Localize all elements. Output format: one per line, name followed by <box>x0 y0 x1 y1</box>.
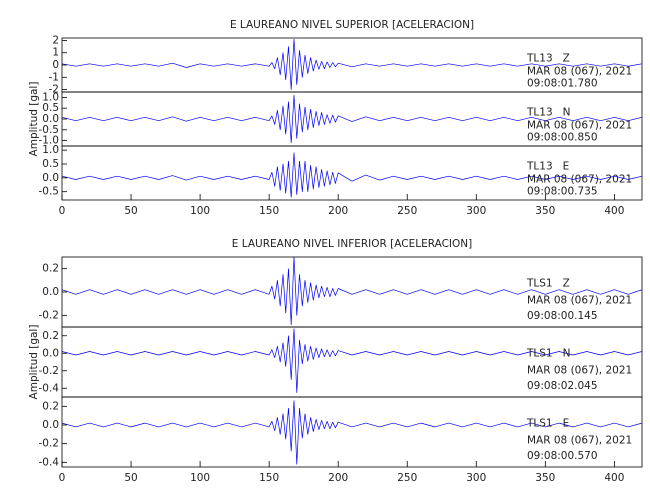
waveform <box>62 328 642 393</box>
subplot-frame <box>61 145 643 201</box>
x-tick-label: 400 <box>604 205 624 217</box>
waveform <box>62 94 642 144</box>
y-tick-label: 0.5 <box>42 158 59 170</box>
x-tick-label: 350 <box>535 205 555 217</box>
trace-date: MAR 08 (067), 2021 <box>527 364 632 376</box>
x-tick-label: 0 <box>59 472 66 484</box>
x-tick-label: 250 <box>397 472 417 484</box>
y-tick-label: 0.0 <box>42 286 59 298</box>
panel-title: E LAUREANO NIVEL SUPERIOR [ACELERACION] <box>230 19 474 31</box>
x-tick-label: 100 <box>190 472 210 484</box>
y-tick-label: 1.0 <box>42 144 59 156</box>
x-tick-label: 300 <box>466 205 486 217</box>
x-tick-label: 100 <box>190 205 210 217</box>
y-tick-label: 0.2 <box>42 263 59 275</box>
y-tick-label: -1 <box>49 71 59 83</box>
trace-station: TL13 E <box>526 161 569 173</box>
waveform <box>62 152 642 198</box>
x-tick-label: 50 <box>124 472 137 484</box>
trace-date: MAR 08 (067), 2021 <box>527 119 632 131</box>
y-tick-label: -0.5 <box>39 186 60 198</box>
subplot-frame <box>61 396 643 468</box>
waveform <box>62 38 642 90</box>
x-tick-label: 300 <box>466 472 486 484</box>
y-axis-label: Amplitud [gal] <box>28 325 40 400</box>
trace-station: TLS1 E <box>526 418 569 430</box>
trace-date: MAR 08 (067), 2021 <box>527 294 632 306</box>
y-tick-label: -0.2 <box>39 438 60 450</box>
x-tick-label: 250 <box>397 205 417 217</box>
x-tick-label: 50 <box>124 205 137 217</box>
trace-time: 09:08:01.780 <box>527 77 598 89</box>
y-tick-label: -0.5 <box>39 124 60 136</box>
y-tick-label: 0.0 <box>42 113 59 125</box>
x-tick-label: 150 <box>259 472 279 484</box>
trace-time: 09:08:02.045 <box>527 380 598 392</box>
y-tick-label: -2 <box>49 84 59 96</box>
trace-station: TL13 N <box>526 107 571 119</box>
panel-title: E LAUREANO NIVEL INFERIOR [ACELERACION] <box>232 238 472 250</box>
x-tick-label: 150 <box>259 205 279 217</box>
trace-date: MAR 08 (067), 2021 <box>527 65 632 77</box>
y-tick-label: 0.2 <box>42 400 59 412</box>
x-tick-label: 400 <box>604 472 624 484</box>
y-tick-label: 0.0 <box>42 172 59 184</box>
trace-time: 09:08:00.735 <box>527 185 598 197</box>
y-tick-label: 0.0 <box>42 347 59 359</box>
trace-station: TLS1 Z <box>526 278 570 290</box>
y-tick-label: 0.2 <box>42 330 59 342</box>
trace-date: MAR 08 (067), 2021 <box>527 434 632 446</box>
x-tick-label: 200 <box>328 205 348 217</box>
y-tick-label: -0.2 <box>39 365 60 377</box>
trace-time: 09:08:00.570 <box>527 450 598 462</box>
trace-time: 09:08:00.850 <box>527 131 598 143</box>
waveform <box>62 257 642 326</box>
trace-time: 09:08:00.145 <box>527 310 598 322</box>
y-tick-label: -1.0 <box>39 135 60 147</box>
y-tick-label: -0.4 <box>39 382 60 394</box>
y-axis-label: Amplitud [gal] <box>28 82 40 157</box>
waveform <box>62 400 642 465</box>
y-tick-label: -0.4 <box>39 456 60 468</box>
x-tick-label: 0 <box>59 205 66 217</box>
x-tick-label: 200 <box>328 472 348 484</box>
y-tick-label: 1.0 <box>42 91 59 103</box>
y-tick-label: 0.5 <box>42 102 59 114</box>
y-tick-label: 0.0 <box>42 419 59 431</box>
y-tick-label: 2 <box>52 34 59 46</box>
trace-station: TLS1 N <box>526 348 570 360</box>
y-tick-label: 0 <box>52 59 59 71</box>
trace-date: MAR 08 (067), 2021 <box>527 173 632 185</box>
x-tick-label: 350 <box>535 472 555 484</box>
trace-station: TL13 Z <box>526 53 570 65</box>
y-tick-label: 1 <box>52 47 59 59</box>
y-tick-label: -0.2 <box>39 309 60 321</box>
